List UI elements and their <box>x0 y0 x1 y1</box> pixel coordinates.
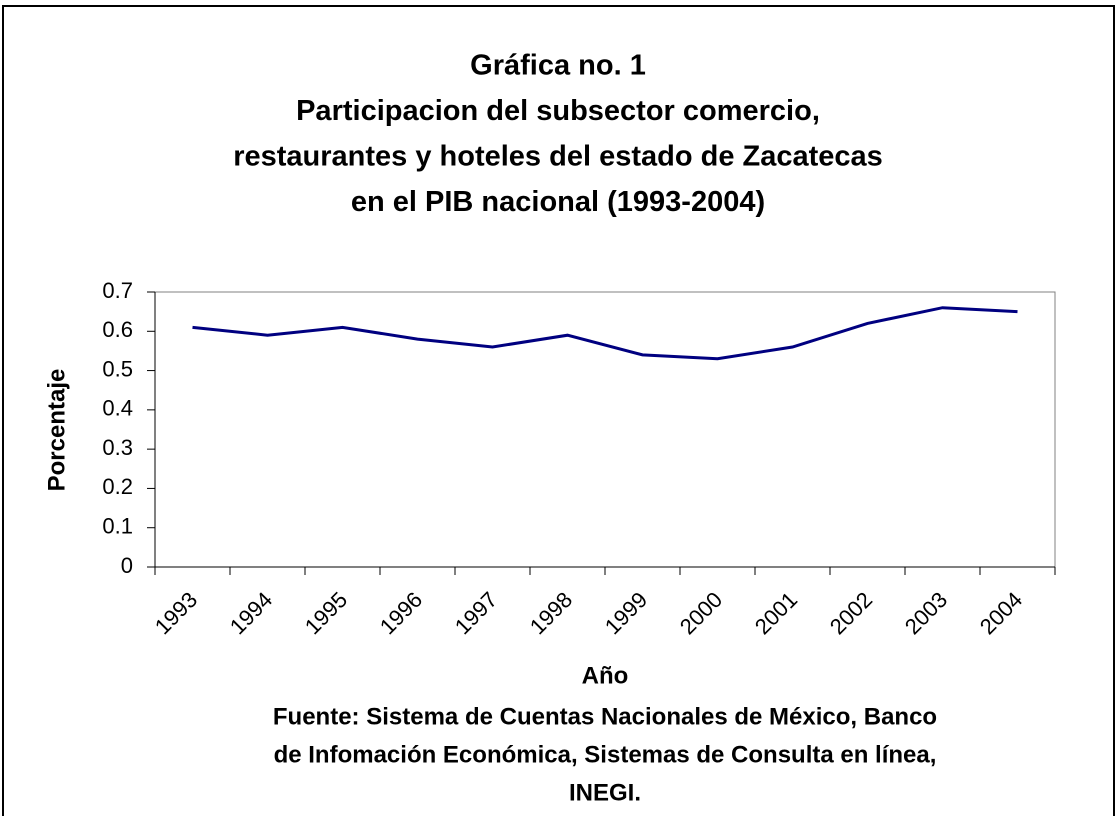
data-line <box>192 306 1018 361</box>
y-axis-label: Porcentaje <box>43 369 70 492</box>
x-axis-label: Año <box>582 662 629 689</box>
source-note: de Infomación Económica, Sistemas de Con… <box>274 741 937 768</box>
chart-title: Participacion del subsector comercio, <box>296 95 820 127</box>
source-note: INEGI. <box>569 779 641 806</box>
y-tick-label: 0.6 <box>102 317 133 342</box>
y-tick-label: 0.1 <box>102 514 133 539</box>
chart-title: en el PIB nacional (1993-2004) <box>351 186 765 218</box>
y-tick-label: 0 <box>121 553 133 578</box>
y-tick-label: 0.7 <box>102 278 133 303</box>
y-tick-label: 0.3 <box>102 435 133 460</box>
source-note: Fuente: Sistema de Cuentas Nacionales de… <box>273 703 937 730</box>
chart-title: restaurantes y hoteles del estado de Zac… <box>233 141 883 173</box>
y-tick-label: 0.2 <box>102 474 133 499</box>
y-tick-label: 0.5 <box>102 356 133 381</box>
chart-frame <box>2 5 1115 816</box>
y-tick-label: 0.4 <box>102 396 133 421</box>
chart-title: Gráfica no. 1 <box>470 50 646 82</box>
